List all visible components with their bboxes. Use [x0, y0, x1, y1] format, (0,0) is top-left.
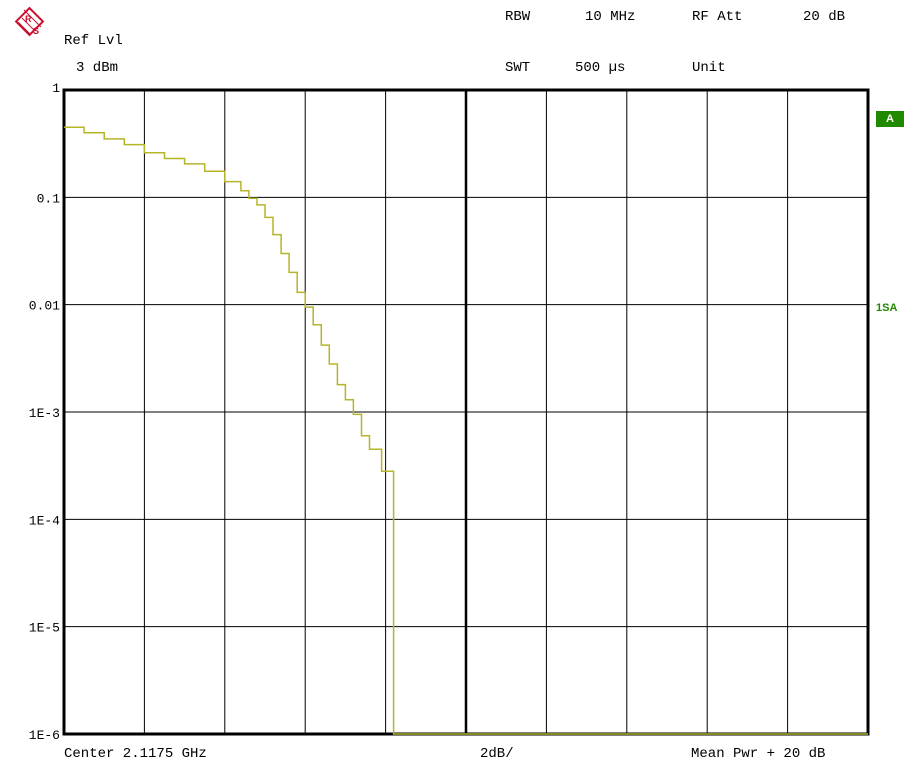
- unit-label: Unit: [692, 60, 726, 76]
- rf-att-value: 20 dB: [803, 9, 846, 25]
- y-tick-label: 1E-4: [29, 513, 60, 528]
- trace-a-badge: A: [876, 111, 904, 127]
- grid: [62, 88, 870, 736]
- y-tick-label: 0.1: [37, 191, 61, 206]
- rf-att-label: RF Att: [692, 9, 743, 25]
- rbw-label: RBW: [505, 9, 531, 25]
- ref-lvl-value: 3 dBm: [76, 60, 119, 76]
- y-tick-label: 0.01: [29, 299, 60, 314]
- center-frequency: Center 2.1175 GHz: [64, 746, 207, 762]
- one-sa-label: 1SA: [876, 302, 898, 314]
- swt-label: SWT: [505, 60, 531, 76]
- rbw-value: 10 MHz: [585, 9, 636, 25]
- rohde-schwarz-logo: R S: [14, 6, 45, 37]
- swt-value: 500 µs: [575, 60, 626, 76]
- trace-line: [64, 126, 868, 735]
- scale-per-division: 2dB/: [480, 746, 514, 762]
- mean-power: Mean Pwr + 20 dB: [691, 746, 826, 762]
- logo-s: S: [33, 26, 39, 36]
- ref-lvl-label: Ref Lvl: [64, 33, 123, 49]
- y-tick-label: 1E-5: [29, 621, 60, 636]
- y-tick-label: 1E-3: [29, 406, 60, 421]
- y-tick-label: 1: [52, 81, 60, 96]
- y-tick-label: 1E-6: [29, 728, 60, 743]
- logo-r: R: [25, 14, 32, 24]
- y-tick-labels: 1 0.1 0.01 1E-3 1E-4 1E-5 1E-6: [29, 81, 60, 743]
- trace-a-label: A: [886, 113, 894, 125]
